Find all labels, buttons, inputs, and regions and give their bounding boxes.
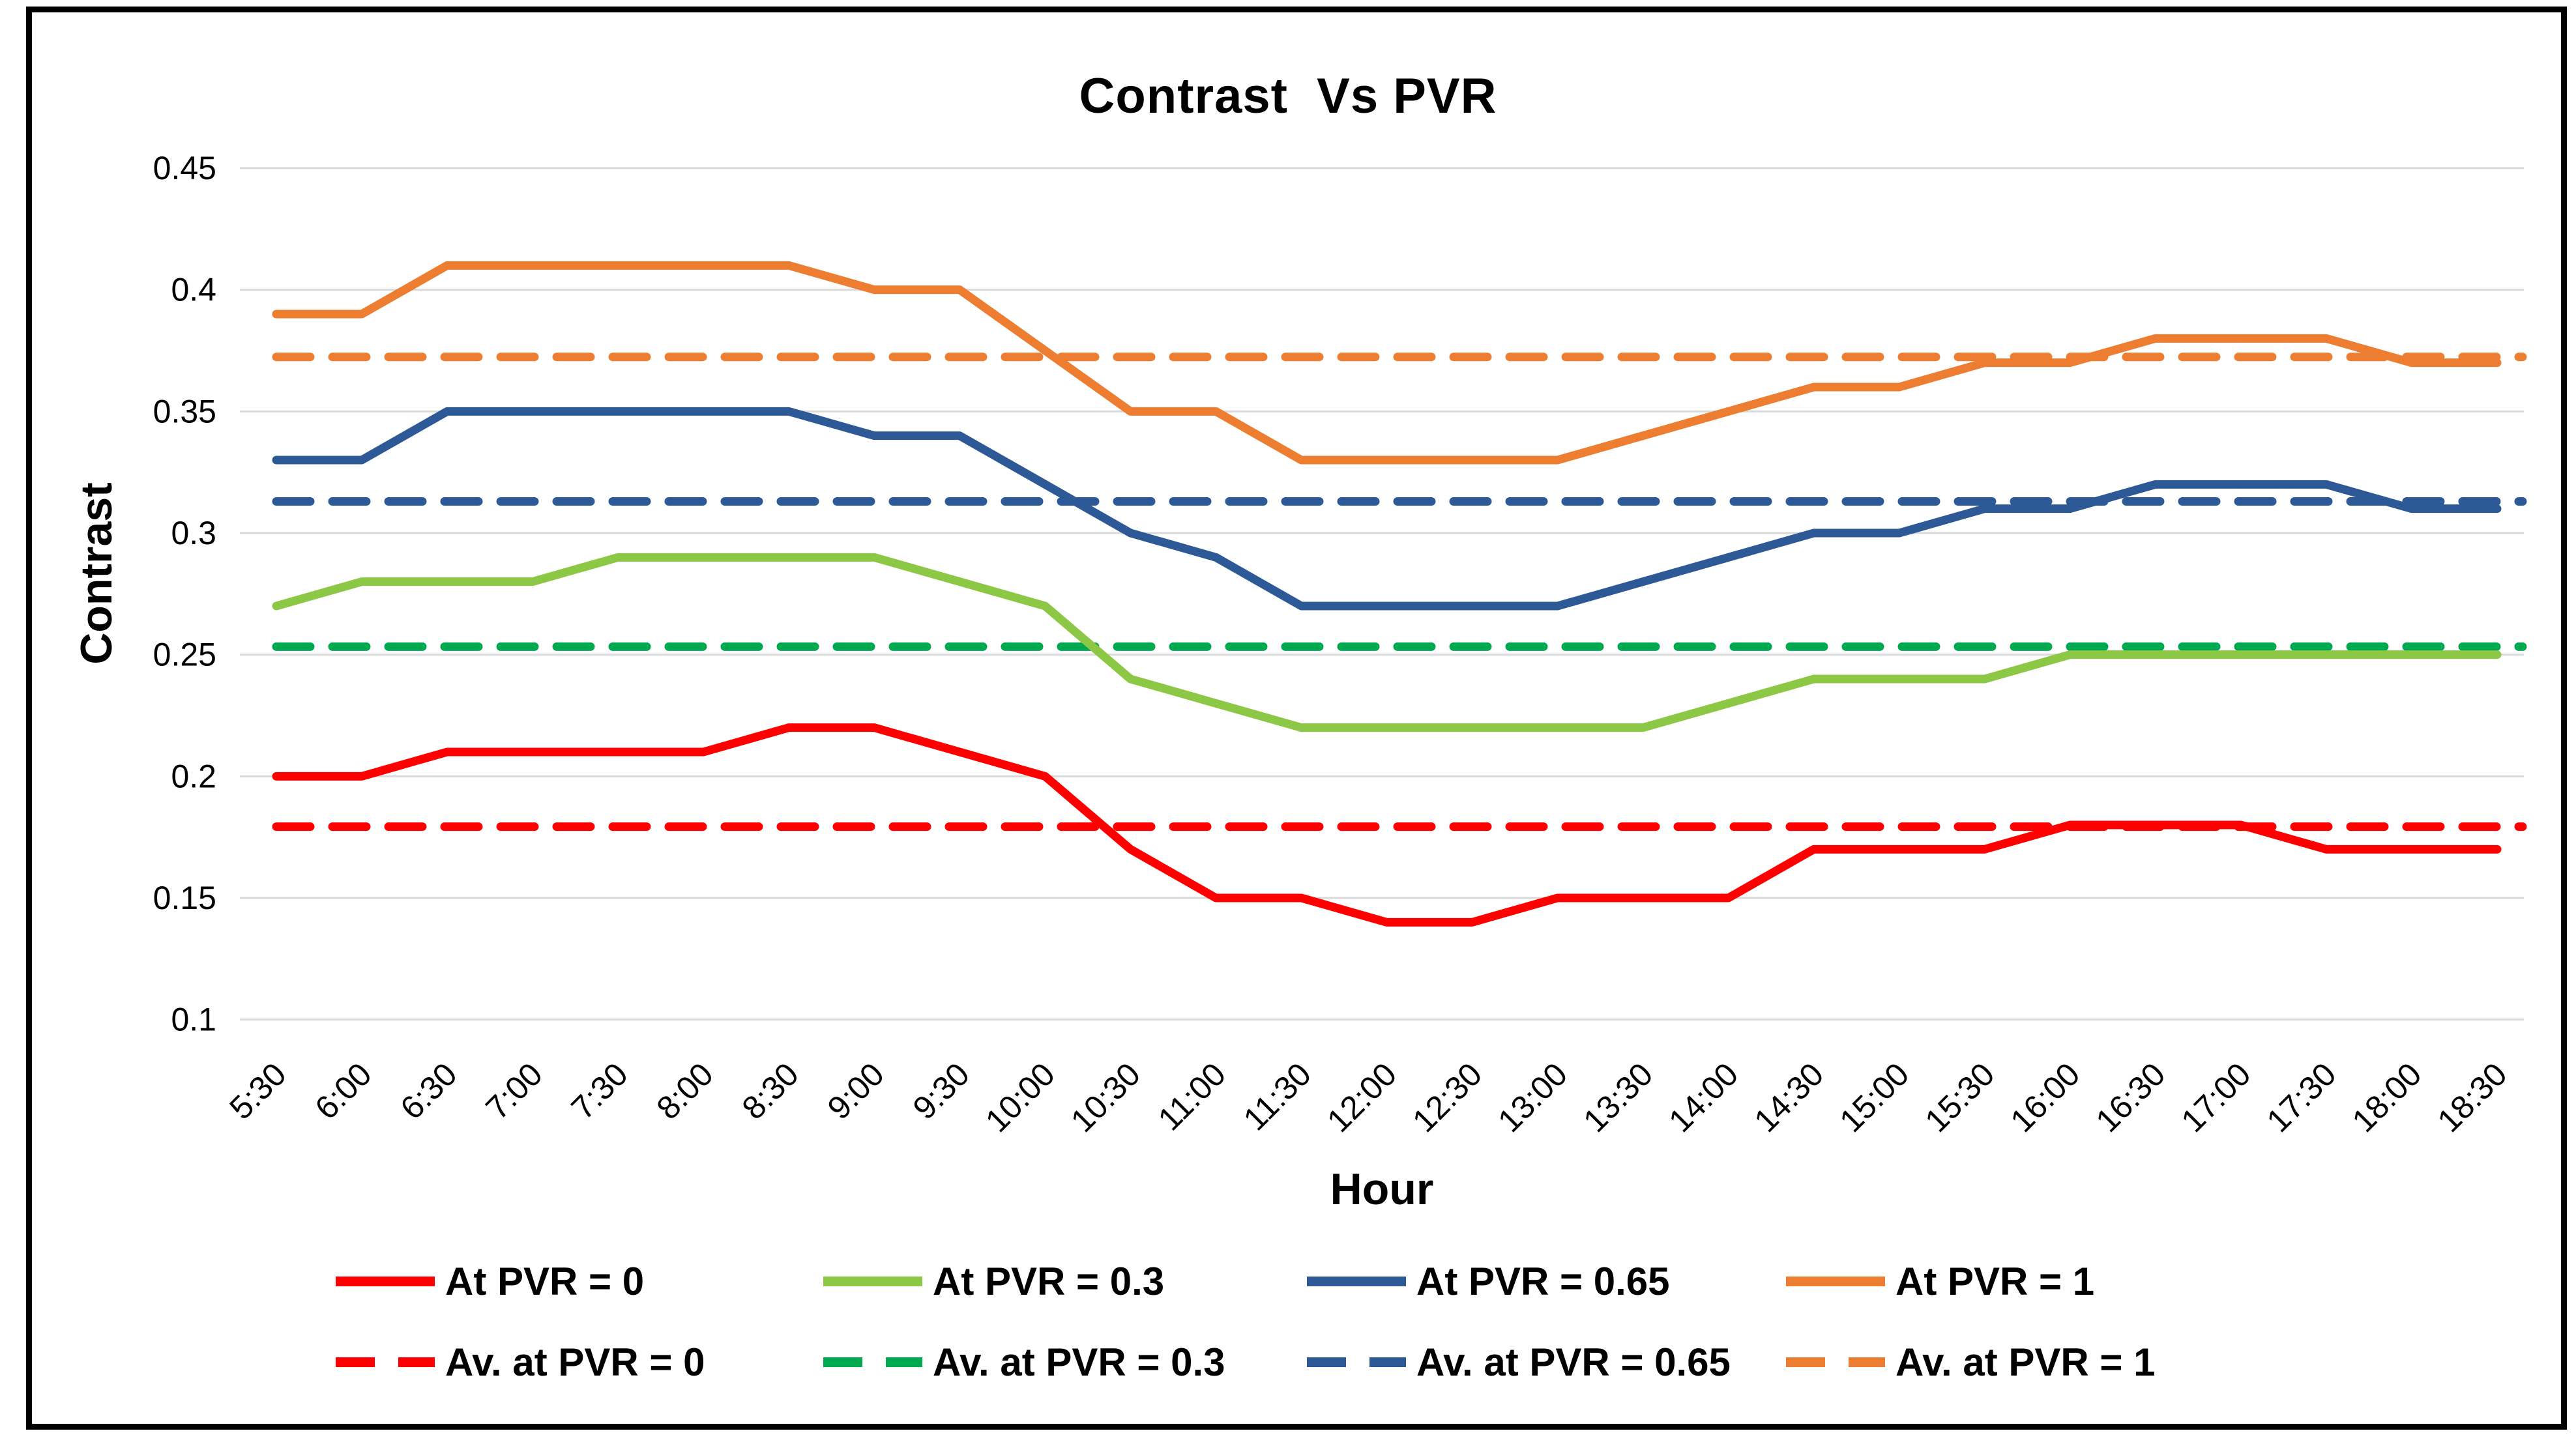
- legend-swatch-dashed-blue: [1307, 1357, 1406, 1367]
- y-tick-0.35: 0.35: [153, 393, 216, 429]
- legend-swatch-solid-orange: [1786, 1276, 1885, 1286]
- legend-swatch-dashed-red: [336, 1357, 435, 1367]
- legend-label: At PVR = 0.65: [1416, 1259, 1670, 1303]
- legend-item-at-pvr-0.3: At PVR = 0.3: [823, 1258, 1164, 1305]
- series-line-at-pvr-0.3: [272, 553, 2502, 732]
- chart-title: Contrast Vs PVR: [1079, 68, 1497, 124]
- legend-swatch-solid-red: [336, 1276, 435, 1286]
- series-line-at-pvr-1: [272, 261, 2502, 465]
- legend-label: At PVR = 0.3: [933, 1259, 1165, 1303]
- legend-label: Av. at PVR = 1: [1895, 1340, 2156, 1384]
- y-axis-title: Contrast: [72, 482, 121, 665]
- y-tick-0.1: 0.1: [171, 1002, 216, 1038]
- chart-border: [26, 7, 2567, 1430]
- y-tick-0.15: 0.15: [153, 880, 216, 916]
- legend-label: At PVR = 0: [445, 1259, 645, 1303]
- legend-swatch-solid-blue: [1307, 1276, 1406, 1286]
- series-line-at-pvr-0.65: [272, 407, 2502, 611]
- y-tick-0.4: 0.4: [171, 272, 216, 308]
- y-tick-0.45: 0.45: [153, 150, 216, 186]
- y-tick-0.25: 0.25: [153, 637, 216, 673]
- legend-item-at-pvr-0: At PVR = 0: [336, 1258, 644, 1305]
- legend-item-av-at-pvr-0.65: Av. at PVR = 0.65: [1307, 1338, 1731, 1385]
- legend-swatch-solid-green: [823, 1276, 922, 1286]
- legend-label: At PVR = 1: [1895, 1259, 2095, 1303]
- legend-item-av-at-pvr-0: Av. at PVR = 0: [336, 1338, 705, 1385]
- legend-item-at-pvr-0.65: At PVR = 0.65: [1307, 1258, 1670, 1305]
- legend-item-av-at-pvr-0.3: Av. at PVR = 0.3: [823, 1338, 1225, 1385]
- legend-swatch-dashed-orange: [1786, 1357, 1885, 1367]
- legend-label: Av. at PVR = 0.3: [933, 1340, 1225, 1384]
- legend-item-av-at-pvr-1: Av. at PVR = 1: [1786, 1338, 2156, 1385]
- legend-item-at-pvr-1: At PVR = 1: [1786, 1258, 2094, 1305]
- legend-swatch-dashed-green: [823, 1357, 922, 1367]
- y-tick-0.2: 0.2: [171, 758, 216, 794]
- legend-label: Av. at PVR = 0.65: [1416, 1340, 1731, 1384]
- legend-label: Av. at PVR = 0: [445, 1340, 705, 1384]
- series-line-at-pvr-0: [272, 723, 2502, 927]
- y-tick-0.3: 0.3: [171, 515, 216, 551]
- x-axis-title: Hour: [1330, 1164, 1434, 1214]
